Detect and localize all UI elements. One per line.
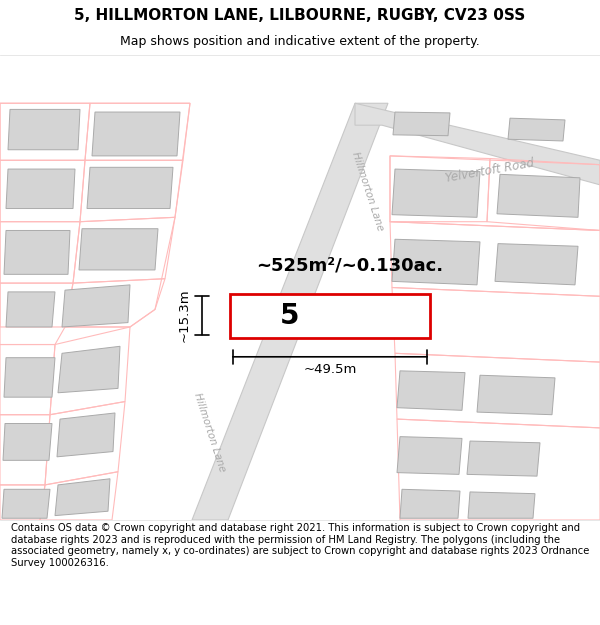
Polygon shape bbox=[92, 112, 180, 156]
Polygon shape bbox=[6, 169, 75, 209]
Polygon shape bbox=[3, 424, 52, 461]
Polygon shape bbox=[397, 437, 462, 474]
Polygon shape bbox=[497, 174, 580, 218]
Polygon shape bbox=[8, 109, 80, 150]
Polygon shape bbox=[192, 103, 388, 520]
Polygon shape bbox=[495, 244, 578, 285]
Text: Contains OS data © Crown copyright and database right 2021. This information is : Contains OS data © Crown copyright and d… bbox=[11, 523, 589, 568]
Text: 5: 5 bbox=[280, 302, 300, 329]
Polygon shape bbox=[62, 285, 130, 327]
Polygon shape bbox=[355, 103, 600, 185]
Polygon shape bbox=[468, 492, 535, 518]
Polygon shape bbox=[397, 371, 465, 411]
Polygon shape bbox=[4, 231, 70, 274]
Polygon shape bbox=[230, 294, 430, 338]
Text: ~525m²/~0.130ac.: ~525m²/~0.130ac. bbox=[256, 257, 443, 274]
Polygon shape bbox=[55, 479, 110, 516]
Polygon shape bbox=[6, 292, 55, 327]
Polygon shape bbox=[57, 413, 115, 457]
Polygon shape bbox=[467, 441, 540, 476]
Polygon shape bbox=[392, 169, 480, 217]
Polygon shape bbox=[392, 239, 480, 285]
Polygon shape bbox=[4, 357, 55, 397]
Polygon shape bbox=[508, 118, 565, 141]
Polygon shape bbox=[2, 489, 50, 518]
Text: ~49.5m: ~49.5m bbox=[304, 362, 356, 376]
Polygon shape bbox=[400, 489, 460, 518]
Polygon shape bbox=[58, 346, 120, 392]
Polygon shape bbox=[393, 112, 450, 136]
Polygon shape bbox=[79, 229, 158, 270]
Text: Hillmorton Lane: Hillmorton Lane bbox=[193, 391, 227, 473]
Text: Map shows position and indicative extent of the property.: Map shows position and indicative extent… bbox=[120, 35, 480, 48]
Polygon shape bbox=[87, 168, 173, 209]
Polygon shape bbox=[477, 375, 555, 415]
Text: Hillmorton Lane: Hillmorton Lane bbox=[350, 150, 386, 232]
Text: Yelvertoft Road: Yelvertoft Road bbox=[445, 157, 535, 185]
Text: ~15.3m: ~15.3m bbox=[178, 289, 191, 342]
Text: 5, HILLMORTON LANE, LILBOURNE, RUGBY, CV23 0SS: 5, HILLMORTON LANE, LILBOURNE, RUGBY, CV… bbox=[74, 8, 526, 23]
